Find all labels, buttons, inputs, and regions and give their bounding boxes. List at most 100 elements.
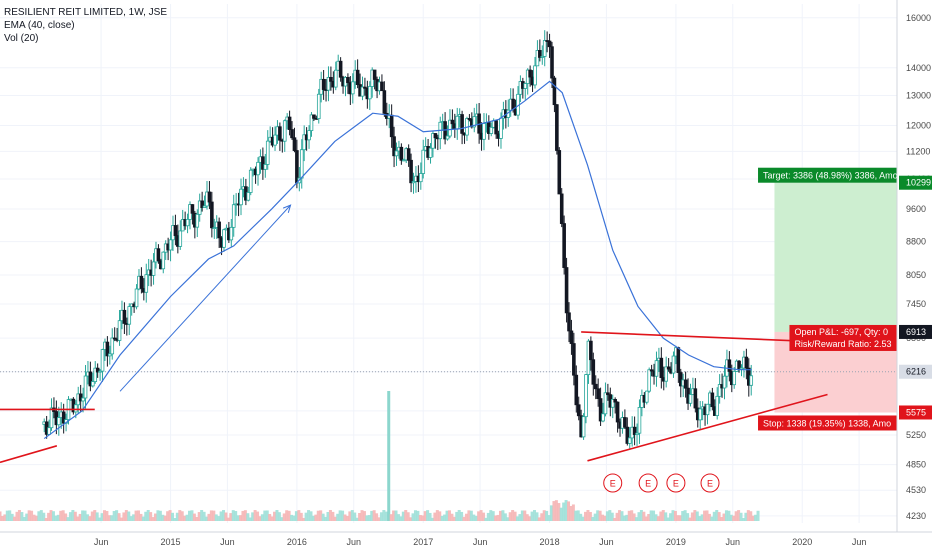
volume-bar: [195, 517, 199, 521]
candle-body: [105, 341, 110, 357]
volume-bar: [0, 511, 2, 521]
volume-bar: [30, 510, 34, 521]
candle-body: [535, 50, 540, 67]
trend-arrow-head: [282, 204, 292, 213]
candle-body: [95, 367, 100, 373]
candle-body: [698, 408, 703, 421]
volume-bar: [426, 510, 430, 521]
candle-body: [428, 147, 433, 158]
volume-bar: [304, 512, 308, 521]
time-tick-label: Jun: [94, 537, 109, 547]
earnings-marker: E: [638, 473, 658, 493]
volume-bar: [681, 511, 685, 521]
volume-bar: [270, 516, 274, 521]
volume-bar: [59, 510, 63, 521]
candle-body: [144, 274, 149, 293]
pnl-label: Open P&L: -697, Qty: 0: [794, 327, 888, 337]
time-tick-label: Jun: [473, 537, 488, 547]
volume-bar: [246, 513, 250, 521]
candle-body: [683, 379, 688, 389]
volume-bar: [717, 512, 721, 521]
volume-bar: [508, 512, 512, 521]
volume-bar: [506, 517, 510, 521]
candle-body: [732, 371, 737, 386]
volume-bar: [205, 516, 209, 521]
candle-body: [78, 393, 83, 402]
volume-bar: [360, 510, 364, 521]
volume-bar: [695, 511, 699, 521]
volume-bar: [571, 504, 575, 521]
volume-bar: [222, 510, 226, 521]
price-tick-label: 4230: [906, 511, 926, 521]
volume-bar: [217, 516, 221, 521]
volume-bar: [224, 512, 228, 521]
candle-body: [122, 309, 127, 324]
time-tick-label: Jun: [726, 537, 741, 547]
candle-body: [222, 229, 226, 248]
volume-bar: [756, 510, 760, 521]
chart-title: RESILIENT REIT LIMITED, 1W, JSE: [4, 7, 168, 18]
candle-body: [460, 114, 464, 134]
candle-body: [401, 159, 406, 162]
volume-bar: [642, 511, 646, 521]
candle-body: [564, 267, 569, 314]
price-tick-label: 8800: [906, 237, 926, 247]
volume-bar: [299, 512, 303, 521]
volume-bar: [474, 515, 478, 521]
candle-body: [202, 205, 207, 208]
candle-body: [380, 81, 384, 92]
candle-body: [625, 426, 630, 444]
volume-bar: [73, 511, 77, 521]
volume-bar: [430, 517, 434, 521]
volume-bar: [200, 510, 204, 521]
volume-bar: [316, 510, 320, 521]
candle-body: [110, 337, 115, 355]
candle-body: [472, 116, 477, 128]
candle-body: [710, 392, 715, 408]
volume-bar: [192, 513, 196, 521]
candle-body: [321, 78, 326, 90]
volume-bar: [754, 514, 758, 521]
candle-body: [499, 117, 503, 139]
volume-bar: [552, 501, 556, 521]
volume-bar: [202, 511, 206, 521]
trendline: [587, 393, 828, 462]
volume-bar: [686, 513, 690, 521]
price-tick-label: 9600: [906, 204, 926, 214]
candle-body: [431, 133, 435, 149]
volume-bar: [153, 513, 157, 521]
volume-bar: [520, 510, 524, 521]
price-tick-label: 12000: [906, 120, 931, 130]
volume-bar: [654, 514, 658, 521]
candle-body: [632, 426, 637, 435]
candle-body: [671, 355, 676, 374]
volume-bar: [452, 516, 456, 521]
volume-bar: [241, 510, 245, 521]
volume-bar: [136, 510, 140, 521]
candle-body: [411, 181, 416, 184]
volume-bar: [129, 516, 133, 521]
candle-body: [433, 133, 438, 139]
volume-bar: [678, 515, 682, 521]
volume-bar: [370, 510, 374, 521]
volume-bar: [404, 510, 408, 521]
volume-bar: [197, 512, 201, 521]
candle-body: [292, 137, 297, 151]
volume-bar: [608, 510, 612, 521]
volume-bar: [751, 515, 755, 521]
volume-bar: [666, 517, 670, 521]
price-marker-bg: [899, 324, 932, 339]
volume-bar: [418, 514, 422, 521]
volume-bar: [693, 510, 697, 521]
volume-bar: [188, 510, 192, 521]
volume-bar: [163, 515, 167, 521]
volume-bar: [168, 510, 172, 521]
candle-body: [246, 192, 251, 201]
volume-bar: [321, 513, 325, 521]
volume-bar: [601, 514, 605, 521]
volume-bar: [533, 510, 537, 521]
trend-arrow: [119, 204, 291, 392]
volume-bar: [20, 512, 24, 521]
volume-bar: [639, 510, 643, 521]
